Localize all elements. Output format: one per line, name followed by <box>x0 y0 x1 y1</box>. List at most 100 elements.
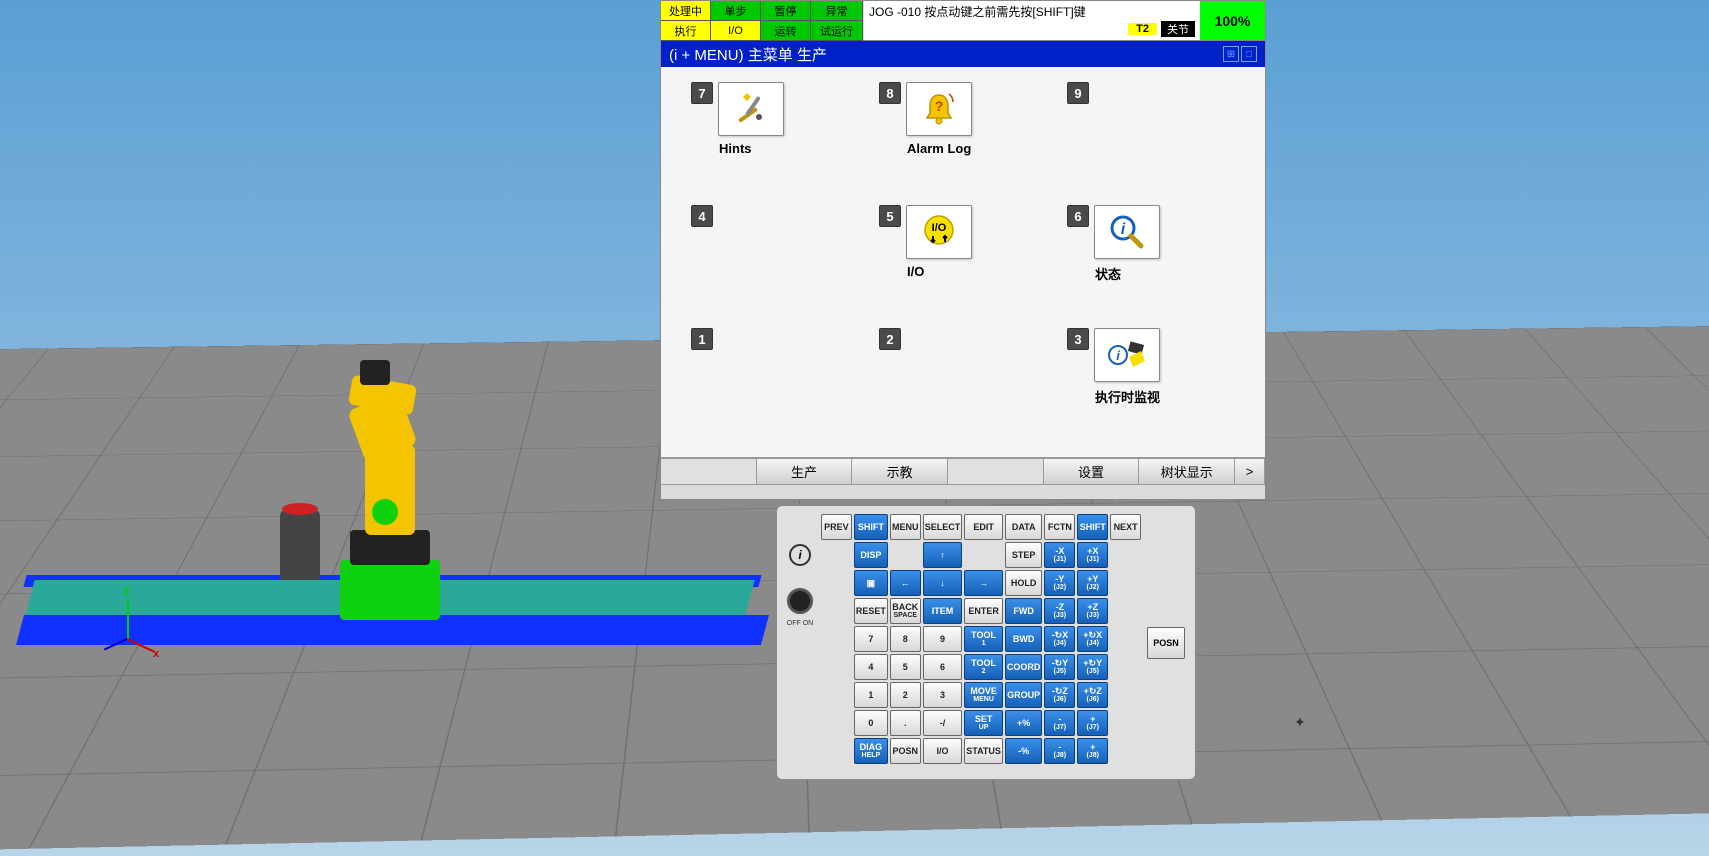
key-hold[interactable]: HOLD <box>1005 570 1043 596</box>
key--y(j2)[interactable]: -Y(J2) <box>1044 570 1075 596</box>
key-diaghelp[interactable]: DIAGHELP <box>854 738 888 764</box>
softkey-设置[interactable]: 设置 <box>1044 458 1140 485</box>
key-status[interactable]: STATUS <box>964 738 1003 764</box>
softkey-bar: 生产示教 设置树状显示> <box>661 457 1265 485</box>
key--[interactable]: -% <box>1005 738 1043 764</box>
key-tool2[interactable]: TOOL2 <box>964 654 1003 680</box>
io-icon[interactable]: I/O <box>906 205 972 259</box>
main-menu-area: 7Hints8?Alarm Log945I/OI/O6i状态123i执行时监视 <box>661 67 1265 457</box>
key-menu[interactable]: MENU <box>890 514 921 540</box>
key-5[interactable]: 5 <box>890 654 921 680</box>
status-message: JOG -010 按点动键之前需先按[SHIFT]键 <box>869 2 1195 20</box>
key--z(j6)[interactable]: -↻Z(J6) <box>1044 682 1075 708</box>
key-[interactable]: ↑ <box>923 542 963 568</box>
menu-label-8: Alarm Log <box>907 141 971 156</box>
menu-label-5: I/O <box>907 264 924 279</box>
posn-side-button[interactable]: POSN <box>1147 627 1185 659</box>
menu-label-6: 状态 <box>1095 264 1121 283</box>
key-[interactable]: ← <box>890 570 921 596</box>
menu-item-7[interactable]: 7Hints <box>691 82 859 197</box>
key-7[interactable]: 7 <box>854 626 888 652</box>
info-key[interactable]: i <box>789 544 811 566</box>
key-4[interactable]: 4 <box>854 654 888 680</box>
teach-pendant-keypad: i OFF ON PREVSHIFTMENUSELECTEDITDATAFCTN… <box>776 505 1196 780</box>
key-+(j8)[interactable]: +(J8) <box>1077 738 1108 764</box>
key-posn[interactable]: POSN <box>890 738 921 764</box>
menu-num-1: 1 <box>691 328 713 350</box>
key-▣[interactable]: ▣ <box>854 570 888 596</box>
key-edit[interactable]: EDIT <box>964 514 1003 540</box>
key--x(j1)[interactable]: -X(J1) <box>1044 542 1075 568</box>
key--[interactable]: -/ <box>923 710 963 736</box>
key-0[interactable]: 0 <box>854 710 888 736</box>
menu-num-2: 2 <box>879 328 901 350</box>
key--(j7)[interactable]: -(J7) <box>1044 710 1075 736</box>
menu-item-6[interactable]: 6i 状态 <box>1067 205 1235 320</box>
key-fctn[interactable]: FCTN <box>1044 514 1075 540</box>
key-disp[interactable]: DISP <box>854 542 888 568</box>
menu-item-8[interactable]: 8?Alarm Log <box>879 82 1047 197</box>
robot-model[interactable] <box>310 330 480 620</box>
key--x(j4)[interactable]: -↻X(J4) <box>1044 626 1075 652</box>
key--y(j5)[interactable]: -↻Y(J5) <box>1044 654 1075 680</box>
key--z(j3)[interactable]: -Z(J3) <box>1044 598 1075 624</box>
key-+x(j4)[interactable]: +↻X(J4) <box>1077 626 1108 652</box>
softkey->[interactable]: > <box>1235 458 1265 485</box>
key-step[interactable]: STEP <box>1005 542 1043 568</box>
key-.[interactable]: . <box>890 710 921 736</box>
key-1[interactable]: 1 <box>854 682 888 708</box>
key-fwd[interactable]: FWD <box>1005 598 1043 624</box>
key-+[interactable]: +% <box>1005 710 1043 736</box>
key-6[interactable]: 6 <box>923 654 963 680</box>
key-shift[interactable]: SHIFT <box>1077 514 1108 540</box>
hints-icon[interactable] <box>718 82 784 136</box>
key-2[interactable]: 2 <box>890 682 921 708</box>
key-+x(j1)[interactable]: +X(J1) <box>1077 542 1108 568</box>
key-select[interactable]: SELECT <box>923 514 963 540</box>
key-bwd[interactable]: BWD <box>1005 626 1043 652</box>
key-setup[interactable]: SETUP <box>964 710 1003 736</box>
key-item[interactable]: ITEM <box>923 598 963 624</box>
key-+(j7)[interactable]: +(J7) <box>1077 710 1108 736</box>
key-enter[interactable]: ENTER <box>964 598 1003 624</box>
on-off-switch[interactable] <box>787 588 813 614</box>
key-+y(j5)[interactable]: +↻Y(J5) <box>1077 654 1108 680</box>
key-[interactable]: → <box>964 570 1003 596</box>
monitor-icon[interactable]: i <box>1094 328 1160 382</box>
softkey-示教[interactable]: 示教 <box>852 458 948 485</box>
key-movemenu[interactable]: MOVEMENU <box>964 682 1003 708</box>
cursor-crosshair: ✦ <box>1294 714 1306 731</box>
menu-item-5[interactable]: 5I/OI/O <box>879 205 1047 320</box>
info-icon[interactable]: i <box>1094 205 1160 259</box>
key-8[interactable]: 8 <box>890 626 921 652</box>
override-percent[interactable]: 100% <box>1200 1 1265 40</box>
key-io[interactable]: I/O <box>923 738 963 764</box>
menu-item-3[interactable]: 3i执行时监视 <box>1067 328 1235 443</box>
key-group[interactable]: GROUP <box>1005 682 1043 708</box>
status-message-area: JOG -010 按点动键之前需先按[SHIFT]键 T2 关节 <box>864 1 1200 40</box>
bell-icon[interactable]: ? <box>906 82 972 136</box>
status-cell-试运行: 试运行 <box>811 21 863 41</box>
key-backspace[interactable]: BACKSPACE <box>890 598 921 624</box>
window-max-icon[interactable]: □ <box>1241 46 1257 62</box>
key-shift[interactable]: SHIFT <box>854 514 888 540</box>
key-+z(j6)[interactable]: +↻Z(J6) <box>1077 682 1108 708</box>
key-[interactable]: ↓ <box>923 570 963 596</box>
key-3[interactable]: 3 <box>923 682 963 708</box>
softkey-树状显示[interactable]: 树状显示 <box>1139 458 1235 485</box>
key-9[interactable]: 9 <box>923 626 963 652</box>
key-tool1[interactable]: TOOL1 <box>964 626 1003 652</box>
axis-gizmo: Z x <box>115 600 165 680</box>
coord-badge: 关节 <box>1161 21 1195 37</box>
key-+z(j3)[interactable]: +Z(J3) <box>1077 598 1108 624</box>
key-prev[interactable]: PREV <box>821 514 852 540</box>
window-split-icon[interactable]: ⊞ <box>1223 46 1239 62</box>
key-+y(j2)[interactable]: +Y(J2) <box>1077 570 1108 596</box>
key-data[interactable]: DATA <box>1005 514 1043 540</box>
key-coord[interactable]: COORD <box>1005 654 1043 680</box>
menu-num-6: 6 <box>1067 205 1089 227</box>
key--(j8)[interactable]: -(J8) <box>1044 738 1075 764</box>
softkey-生产[interactable]: 生产 <box>757 458 853 485</box>
key-reset[interactable]: RESET <box>854 598 888 624</box>
key-next[interactable]: NEXT <box>1110 514 1141 540</box>
